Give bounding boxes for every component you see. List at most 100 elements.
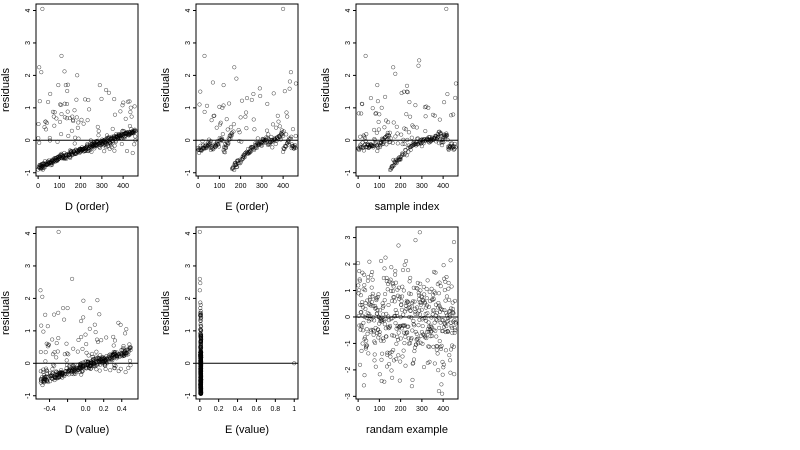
data-point bbox=[438, 320, 443, 325]
data-point bbox=[436, 368, 441, 373]
data-point bbox=[398, 157, 403, 162]
data-point bbox=[244, 110, 249, 115]
data-point bbox=[96, 129, 101, 134]
data-point bbox=[366, 275, 371, 280]
data-point bbox=[79, 117, 84, 122]
data-point bbox=[425, 311, 430, 316]
data-point bbox=[386, 302, 391, 308]
data-point bbox=[381, 275, 386, 281]
data-point bbox=[452, 326, 457, 331]
data-point bbox=[282, 89, 287, 94]
data-point bbox=[387, 323, 393, 328]
data-point bbox=[212, 113, 217, 118]
data-point bbox=[416, 63, 421, 68]
data-point bbox=[361, 383, 366, 388]
data-point bbox=[399, 299, 404, 304]
data-point bbox=[390, 140, 395, 145]
data-point bbox=[368, 303, 373, 308]
data-point bbox=[356, 313, 361, 319]
data-point bbox=[52, 312, 57, 317]
data-point bbox=[391, 295, 396, 300]
x-axis-label: D (value) bbox=[65, 424, 110, 436]
data-point bbox=[57, 375, 62, 380]
data-point bbox=[369, 285, 374, 290]
data-point bbox=[401, 348, 406, 353]
data-point bbox=[449, 113, 454, 118]
data-point bbox=[448, 358, 453, 363]
data-point bbox=[130, 150, 135, 156]
data-point bbox=[70, 368, 75, 373]
data-point bbox=[451, 311, 456, 316]
data-point bbox=[364, 327, 369, 332]
data-point bbox=[413, 103, 418, 108]
data-point bbox=[226, 141, 231, 146]
data-point bbox=[389, 288, 394, 294]
x-tick-label: -0.4 bbox=[44, 406, 56, 413]
x-tick-label: 0 bbox=[198, 406, 202, 413]
data-point bbox=[380, 305, 385, 310]
data-point bbox=[373, 111, 378, 116]
data-point bbox=[449, 146, 454, 151]
data-point bbox=[94, 337, 100, 342]
data-point bbox=[424, 286, 429, 291]
data-point bbox=[278, 137, 283, 142]
data-point bbox=[421, 365, 427, 370]
data-point bbox=[390, 280, 395, 285]
data-point bbox=[394, 356, 399, 362]
data-point bbox=[273, 141, 278, 147]
data-point bbox=[223, 145, 228, 150]
data-point bbox=[406, 268, 411, 273]
data-point bbox=[198, 302, 203, 307]
data-point bbox=[414, 285, 419, 291]
x-tick-label: 0 bbox=[36, 183, 40, 190]
data-point bbox=[387, 130, 392, 135]
data-point bbox=[198, 316, 203, 322]
data-point bbox=[39, 70, 44, 75]
data-point bbox=[396, 243, 401, 248]
data-point bbox=[129, 114, 134, 119]
data-point bbox=[388, 403, 392, 407]
data-point bbox=[447, 297, 452, 302]
data-point bbox=[198, 332, 204, 337]
data-point bbox=[385, 137, 390, 142]
data-point bbox=[424, 336, 429, 341]
data-point bbox=[373, 364, 378, 369]
data-point bbox=[240, 157, 245, 162]
data-point bbox=[404, 89, 410, 94]
x-tick-label: 400 bbox=[437, 406, 449, 413]
data-point bbox=[125, 99, 131, 104]
data-point bbox=[132, 129, 138, 134]
data-point bbox=[44, 366, 49, 371]
data-point bbox=[432, 361, 437, 366]
y-axis-label: residuals bbox=[0, 290, 12, 335]
chart-panel: -0.4 0.0 0.2 0.4 -1 0 1 2 3 4 D (value) residuals bbox=[0, 226, 139, 436]
x-tick-label: 0.8 bbox=[270, 406, 280, 413]
data-point bbox=[197, 276, 202, 281]
data-point bbox=[229, 133, 234, 138]
y-tick-label: 0 bbox=[185, 138, 192, 142]
data-point bbox=[221, 83, 226, 88]
data-point bbox=[395, 131, 400, 136]
plot-frame bbox=[355, 3, 459, 177]
y-tick-label: 3 bbox=[345, 41, 352, 45]
data-point bbox=[373, 340, 378, 346]
data-point bbox=[410, 123, 415, 128]
data-point bbox=[120, 103, 125, 108]
data-point bbox=[453, 95, 458, 100]
data-point bbox=[441, 263, 446, 268]
data-point bbox=[439, 343, 444, 348]
data-point bbox=[411, 318, 416, 324]
data-point bbox=[370, 106, 375, 111]
data-point bbox=[118, 322, 123, 327]
data-point bbox=[120, 347, 125, 352]
data-point bbox=[432, 320, 437, 325]
data-point bbox=[74, 366, 79, 371]
data-point bbox=[401, 137, 406, 142]
data-point bbox=[112, 148, 117, 153]
data-point bbox=[417, 293, 422, 298]
data-point bbox=[70, 276, 75, 281]
data-point bbox=[50, 367, 55, 372]
data-point bbox=[359, 144, 364, 150]
data-point bbox=[267, 142, 272, 147]
data-point bbox=[387, 350, 392, 355]
